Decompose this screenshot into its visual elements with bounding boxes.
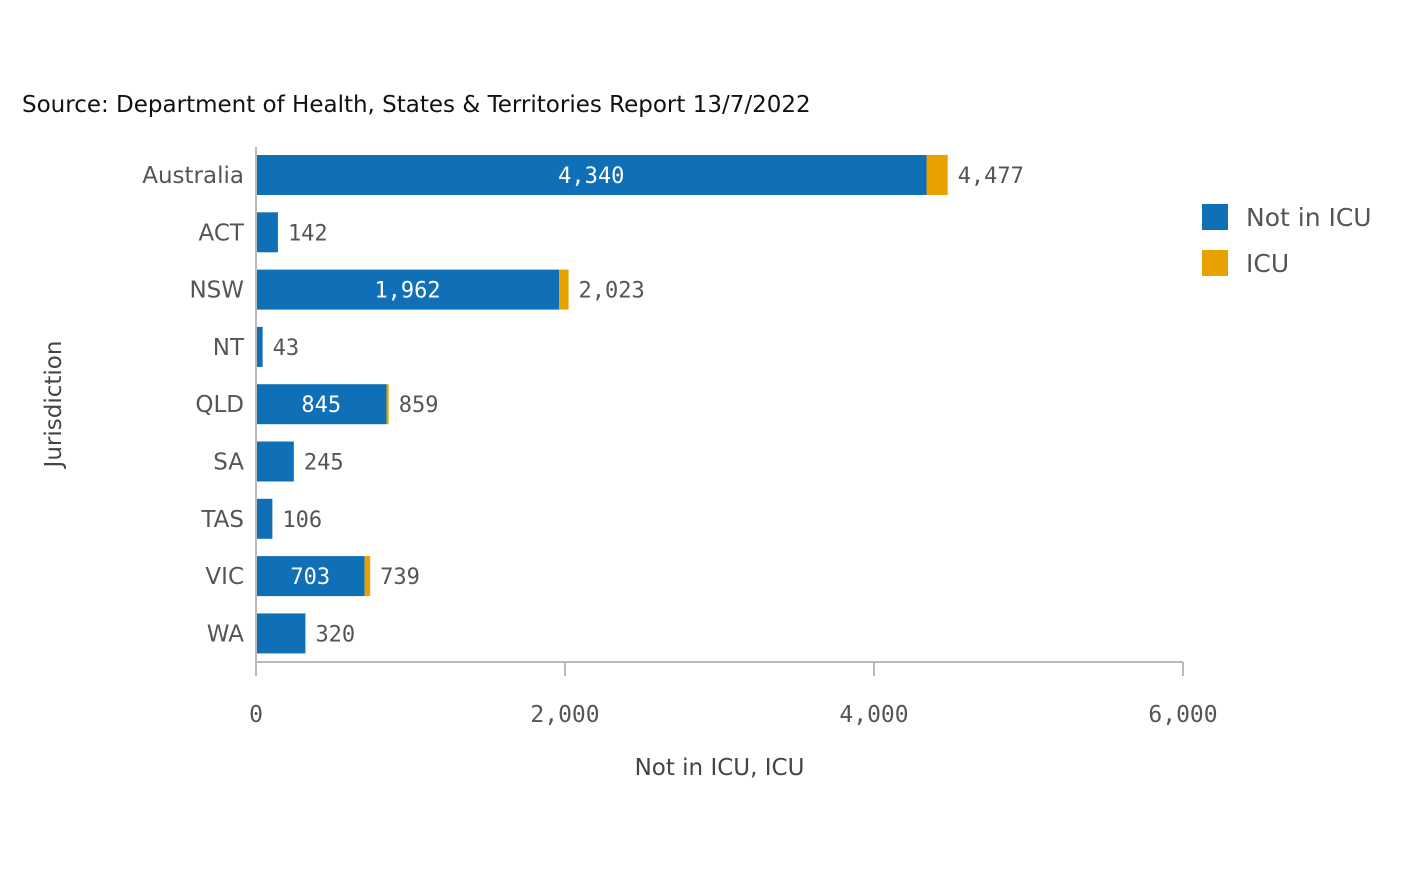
legend-swatch-icu bbox=[1202, 250, 1228, 276]
category-label-qld: QLD bbox=[195, 392, 244, 418]
category-label-sa: SA bbox=[213, 450, 244, 476]
bars-layer bbox=[256, 155, 948, 654]
x-tick-label: 0 bbox=[249, 702, 263, 728]
total-label-nt: 43 bbox=[273, 336, 300, 361]
category-label-wa: WA bbox=[207, 621, 244, 647]
inside-label-vic: 703 bbox=[290, 565, 330, 590]
chart-source-note: Source: Department of Health, States & T… bbox=[22, 92, 811, 118]
total-label-tas: 106 bbox=[282, 508, 322, 533]
y-axis-title: Jurisdiction bbox=[41, 341, 67, 470]
total-label-qld: 859 bbox=[399, 393, 439, 418]
bar-vic-not-in-icu bbox=[256, 556, 365, 597]
total-label-wa: 320 bbox=[315, 622, 355, 647]
inside-label-australia: 4,340 bbox=[558, 164, 624, 189]
category-label-tas: TAS bbox=[200, 507, 244, 533]
total-label-australia: 4,477 bbox=[958, 164, 1024, 189]
x-axis-title: Not in ICU, ICU bbox=[635, 755, 805, 781]
bar-australia-not-in-icu bbox=[256, 155, 927, 195]
inside-label-qld: 845 bbox=[301, 393, 341, 418]
category-label-vic: VIC bbox=[205, 564, 244, 590]
legend-label-not-in-icu: Not in ICU bbox=[1246, 203, 1372, 232]
bar-tas-not-in-icu bbox=[256, 498, 273, 539]
total-label-vic: 739 bbox=[380, 565, 420, 590]
axes-layer bbox=[255, 147, 1183, 663]
bar-qld-not-in-icu bbox=[256, 384, 387, 425]
legend-label-icu: ICU bbox=[1246, 249, 1289, 278]
category-label-australia: Australia bbox=[142, 163, 244, 189]
total-label-nsw: 2,023 bbox=[579, 279, 645, 304]
category-label-nsw: NSW bbox=[189, 278, 244, 304]
total-label-act: 142 bbox=[288, 221, 328, 246]
category-label-nt: NT bbox=[213, 335, 245, 361]
x-tick-label: 4,000 bbox=[839, 702, 908, 728]
x-tick-label: 2,000 bbox=[530, 702, 599, 728]
category-label-act: ACT bbox=[199, 220, 245, 246]
total-label-sa: 245 bbox=[304, 451, 344, 476]
bar-qld-icu bbox=[386, 384, 389, 425]
bar-wa-not-in-icu bbox=[256, 613, 306, 654]
bar-australia-icu bbox=[926, 155, 948, 195]
bar-nsw-icu bbox=[559, 269, 569, 310]
bar-nt-not-in-icu bbox=[256, 326, 263, 367]
x-tick-label: 6,000 bbox=[1148, 702, 1217, 728]
bar-act-not-in-icu bbox=[256, 212, 278, 253]
x-ticks-layer: 0 2,000 4,000 6,000 bbox=[249, 662, 1218, 728]
legend-swatch-not-in-icu bbox=[1202, 204, 1228, 230]
bar-nsw-not-in-icu bbox=[256, 269, 560, 310]
bar-vic-icu bbox=[364, 556, 371, 597]
inside-label-nsw: 1,962 bbox=[374, 279, 440, 304]
legend: Not in ICU ICU bbox=[1202, 203, 1372, 278]
labels-layer: Australia 4,340 4,477 ACT 142 NSW 1,962 2,023 NT… bbox=[142, 163, 1024, 647]
bar-sa-not-in-icu bbox=[256, 441, 294, 482]
